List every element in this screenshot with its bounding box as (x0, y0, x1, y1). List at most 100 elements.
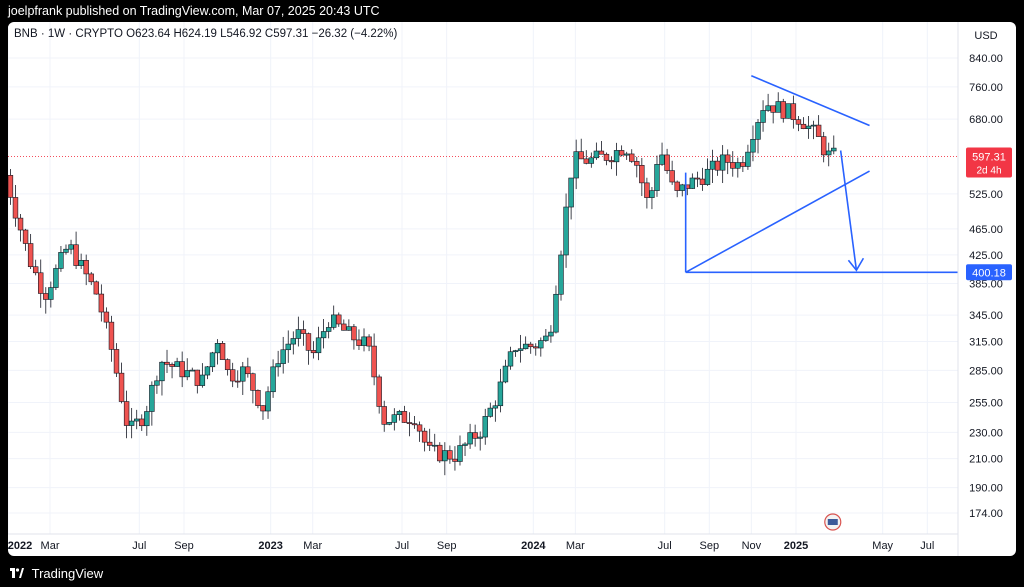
candle-body (12, 197, 19, 219)
candle-body (800, 123, 807, 129)
time-tick-label: 2024 (521, 540, 546, 552)
candle-body (169, 364, 175, 367)
candle-body (386, 422, 392, 425)
time-tick-label: Sep (437, 540, 457, 552)
candle-body (73, 244, 79, 266)
candle-body (714, 160, 721, 171)
candle-body (785, 103, 792, 119)
price-tick-label: 230.00 (969, 427, 1003, 439)
candle-body (174, 361, 180, 367)
candle-body (154, 380, 160, 386)
candle-body (356, 339, 362, 346)
candle-body (502, 365, 509, 383)
candle-body (421, 430, 428, 443)
candle-body (442, 450, 448, 462)
currency-label: USD (974, 30, 997, 42)
candle-body (22, 229, 29, 244)
candle-body (320, 331, 327, 339)
candle-body (639, 165, 645, 184)
candle-body (366, 336, 372, 347)
candle-body (371, 345, 377, 378)
legend-open: O623.64 (126, 28, 171, 40)
legend-interval[interactable]: 1W (47, 28, 66, 40)
legend-close: C597.31 (264, 28, 309, 40)
candle-body (765, 105, 771, 111)
candle-body (270, 366, 276, 393)
candle-body (240, 366, 246, 382)
candle-body (260, 405, 266, 412)
candle-body (381, 406, 387, 425)
candle-body (831, 147, 837, 152)
candle-body (750, 139, 756, 153)
candle-body (689, 177, 696, 189)
candle-body (603, 153, 610, 161)
candle-body (613, 150, 620, 163)
price-tick-label: 255.00 (969, 398, 1003, 410)
candle-body (280, 349, 286, 364)
legend-high: H624.19 (173, 28, 217, 40)
time-tick-label: Jul (395, 540, 409, 552)
legend-exchange: CRYPTO (75, 28, 123, 40)
price-tick-label: 760.00 (969, 82, 1003, 94)
legend-symbol[interactable]: BNB (14, 28, 38, 40)
price-tick-label: 345.00 (969, 310, 1003, 322)
candle-body (568, 177, 574, 208)
publish-header: joelpfrank published on TradingView.com,… (0, 0, 1024, 22)
candle-body (134, 418, 140, 422)
candle-body (179, 361, 185, 378)
candle-body (17, 217, 24, 231)
time-tick-label: Jul (658, 540, 672, 552)
candle-body (194, 369, 201, 386)
price-tick-label: 840.00 (969, 53, 1003, 65)
candle-body (426, 441, 433, 446)
candle-body (548, 331, 554, 337)
tradingview-brand[interactable]: TradingView (31, 565, 104, 581)
candle-body (805, 125, 812, 129)
tradingview-logo-icon[interactable] (10, 561, 24, 587)
candle-body (826, 150, 832, 156)
price-tick-label: 385.00 (969, 278, 1003, 290)
candle-body (391, 414, 398, 423)
grid (8, 22, 958, 534)
candle-body (538, 340, 544, 349)
candle-body (295, 329, 302, 339)
candle-body (533, 346, 539, 349)
candle-body (128, 420, 135, 426)
candle-body (63, 248, 69, 253)
candle-body (315, 337, 322, 354)
badges: 597.31 2d 4h 400.18 (824, 147, 1012, 531)
candle-body (43, 293, 49, 300)
chart-panel[interactable]: BNB · 1W · CRYPTO O623.64 H624.19 L546.9… (8, 22, 1016, 556)
candle-body (118, 372, 125, 402)
candle-body (68, 244, 74, 250)
candle-body (103, 311, 110, 323)
candle-body (795, 119, 802, 125)
candle-body (462, 443, 468, 446)
candle-body (815, 124, 822, 137)
price-tick-label: 680.00 (969, 114, 1003, 126)
candle-body (497, 381, 504, 407)
candle-body (775, 101, 781, 113)
candle-body (770, 105, 776, 113)
candle-body (300, 329, 307, 334)
time-tick-label: Mar (303, 540, 322, 552)
current-price-badge (966, 147, 1012, 178)
projection-arrow-line (839, 150, 858, 271)
candle-body (598, 150, 605, 155)
candle-body (310, 350, 317, 354)
candle-body (27, 243, 34, 268)
candle-body (528, 343, 534, 348)
projection-arrowhead (847, 257, 865, 272)
candle-body (725, 154, 731, 163)
price-tick-label: 525.00 (969, 189, 1003, 201)
candle-body (336, 314, 342, 325)
symbol-legend: BNB · 1W · CRYPTO O623.64 H624.19 L546.9… (14, 28, 398, 40)
triangle-lower-line (685, 170, 870, 273)
price-tick-label: 465.00 (969, 224, 1003, 236)
level-price-badge (966, 264, 1012, 281)
chart-svg[interactable]: 840.00 760.00 680.00 525.00 465.00 425.00 385.… (8, 22, 1016, 556)
candle-body (361, 336, 367, 346)
candle-body (8, 175, 14, 198)
time-tick-label: Jul (920, 540, 934, 552)
drawings (684, 74, 958, 274)
